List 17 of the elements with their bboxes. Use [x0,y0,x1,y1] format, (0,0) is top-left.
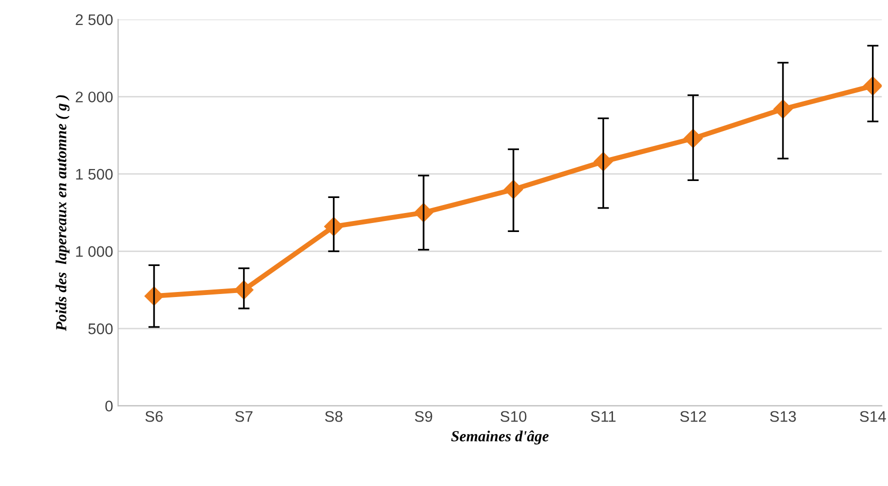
y-tick-label: 500 [88,323,113,334]
x-tick-label: S11 [590,411,616,422]
x-tick-label: S10 [500,411,526,422]
x-tick-label: S13 [770,411,796,422]
y-tick-label: 2 500 [76,14,113,26]
y-tick-label: 1 500 [76,168,113,180]
x-tick-label: S9 [414,411,432,422]
x-tick-label: S6 [145,411,163,422]
y-tick-label: 1 000 [76,246,113,257]
x-tick-label: S8 [325,411,342,422]
y-tick-label: 2 000 [76,92,113,102]
x-axis-title: Semaines d'âge [451,430,549,444]
y-axis-title: Poids des lapereaux en automne ( g ) [56,95,70,332]
x-tick-label: S12 [680,411,706,422]
x-tick-label: S7 [235,411,252,422]
y-tick-label: 0 [105,400,113,412]
x-tick-label: S14 [860,411,886,422]
